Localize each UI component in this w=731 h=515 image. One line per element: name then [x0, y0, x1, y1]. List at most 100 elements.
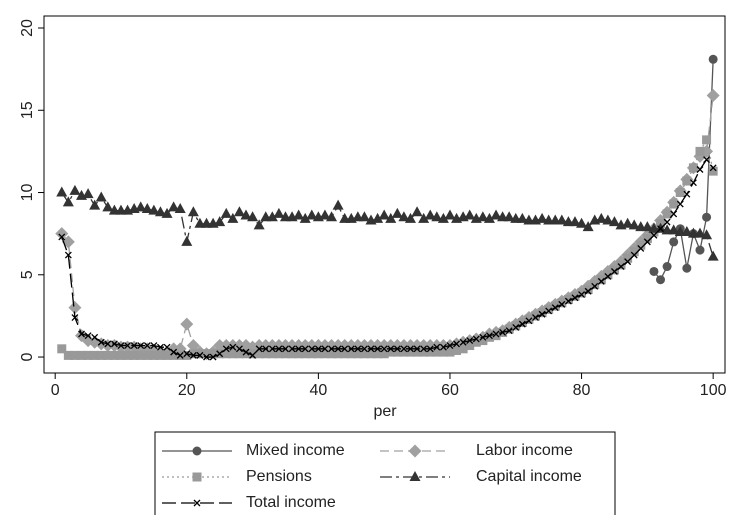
- marker: [490, 209, 502, 220]
- marker: [155, 350, 165, 360]
- marker: [465, 341, 475, 351]
- marker: [332, 199, 344, 210]
- marker: [571, 294, 579, 302]
- marker: [275, 345, 283, 353]
- legend-marker: [192, 472, 202, 482]
- marker: [675, 188, 685, 198]
- marker: [327, 349, 337, 359]
- marker: [504, 324, 514, 334]
- marker: [696, 166, 704, 173]
- marker: [148, 204, 160, 215]
- marker: [70, 350, 80, 360]
- marker: [340, 349, 350, 359]
- marker: [379, 349, 389, 359]
- marker: [154, 206, 166, 217]
- marker: [657, 225, 664, 233]
- marker: [400, 345, 408, 353]
- marker: [182, 350, 192, 360]
- marker: [702, 212, 712, 222]
- marker: [186, 339, 200, 353]
- legend-marker: [192, 446, 202, 456]
- marker: [89, 199, 101, 210]
- marker: [334, 345, 342, 353]
- marker: [366, 349, 376, 359]
- marker: [130, 342, 138, 349]
- marker: [95, 191, 107, 202]
- marker: [293, 209, 305, 220]
- marker: [537, 308, 547, 318]
- marker: [682, 176, 692, 186]
- marker: [688, 163, 698, 173]
- marker: [168, 201, 180, 212]
- legend-label: Total income: [246, 494, 336, 511]
- marker: [591, 282, 599, 290]
- marker: [650, 231, 658, 239]
- marker: [437, 212, 449, 223]
- legend-marker: [193, 499, 201, 507]
- marker: [273, 207, 285, 218]
- marker: [196, 351, 204, 359]
- marker: [97, 338, 105, 346]
- marker: [426, 345, 434, 353]
- y-tick-label: 10: [19, 184, 36, 202]
- marker: [308, 345, 316, 353]
- marker: [642, 234, 652, 244]
- marker: [71, 314, 79, 322]
- series-line: [61, 158, 714, 358]
- marker: [62, 196, 74, 207]
- marker: [662, 262, 672, 272]
- marker: [682, 263, 692, 273]
- marker: [240, 209, 252, 220]
- marker: [703, 156, 711, 164]
- marker: [123, 350, 133, 360]
- marker: [622, 217, 634, 228]
- marker: [701, 229, 713, 240]
- marker: [294, 349, 304, 359]
- marker: [518, 320, 526, 328]
- marker: [512, 323, 520, 331]
- marker: [431, 211, 443, 222]
- marker: [227, 212, 239, 223]
- marker: [670, 210, 678, 218]
- marker: [135, 201, 147, 212]
- marker: [176, 351, 184, 359]
- marker: [636, 240, 646, 250]
- marker: [187, 206, 199, 217]
- marker: [623, 253, 633, 263]
- marker: [373, 349, 383, 359]
- marker: [444, 209, 456, 220]
- marker: [544, 304, 554, 314]
- marker: [471, 337, 481, 347]
- marker: [267, 349, 277, 359]
- marker: [563, 294, 573, 304]
- marker: [707, 250, 719, 261]
- marker: [228, 349, 238, 359]
- marker: [77, 350, 87, 360]
- marker: [103, 350, 113, 360]
- marker: [83, 350, 93, 360]
- y-tick-label: 15: [19, 101, 36, 119]
- marker: [479, 333, 487, 341]
- marker: [378, 209, 390, 220]
- marker: [372, 212, 384, 223]
- marker: [669, 237, 679, 247]
- marker: [641, 221, 653, 232]
- marker: [157, 343, 164, 351]
- marker: [391, 207, 403, 218]
- marker: [261, 349, 271, 359]
- marker: [367, 345, 375, 353]
- marker: [683, 190, 691, 198]
- marker: [472, 335, 480, 343]
- marker: [392, 347, 402, 357]
- marker: [477, 211, 489, 222]
- marker: [453, 340, 461, 348]
- marker: [419, 347, 429, 357]
- marker: [181, 235, 193, 246]
- marker: [84, 332, 92, 340]
- marker: [676, 200, 684, 208]
- marker: [319, 209, 331, 220]
- marker: [604, 272, 612, 280]
- marker: [268, 345, 276, 353]
- x-tick-label: 100: [700, 382, 727, 399]
- legend-label: Pensions: [246, 468, 312, 485]
